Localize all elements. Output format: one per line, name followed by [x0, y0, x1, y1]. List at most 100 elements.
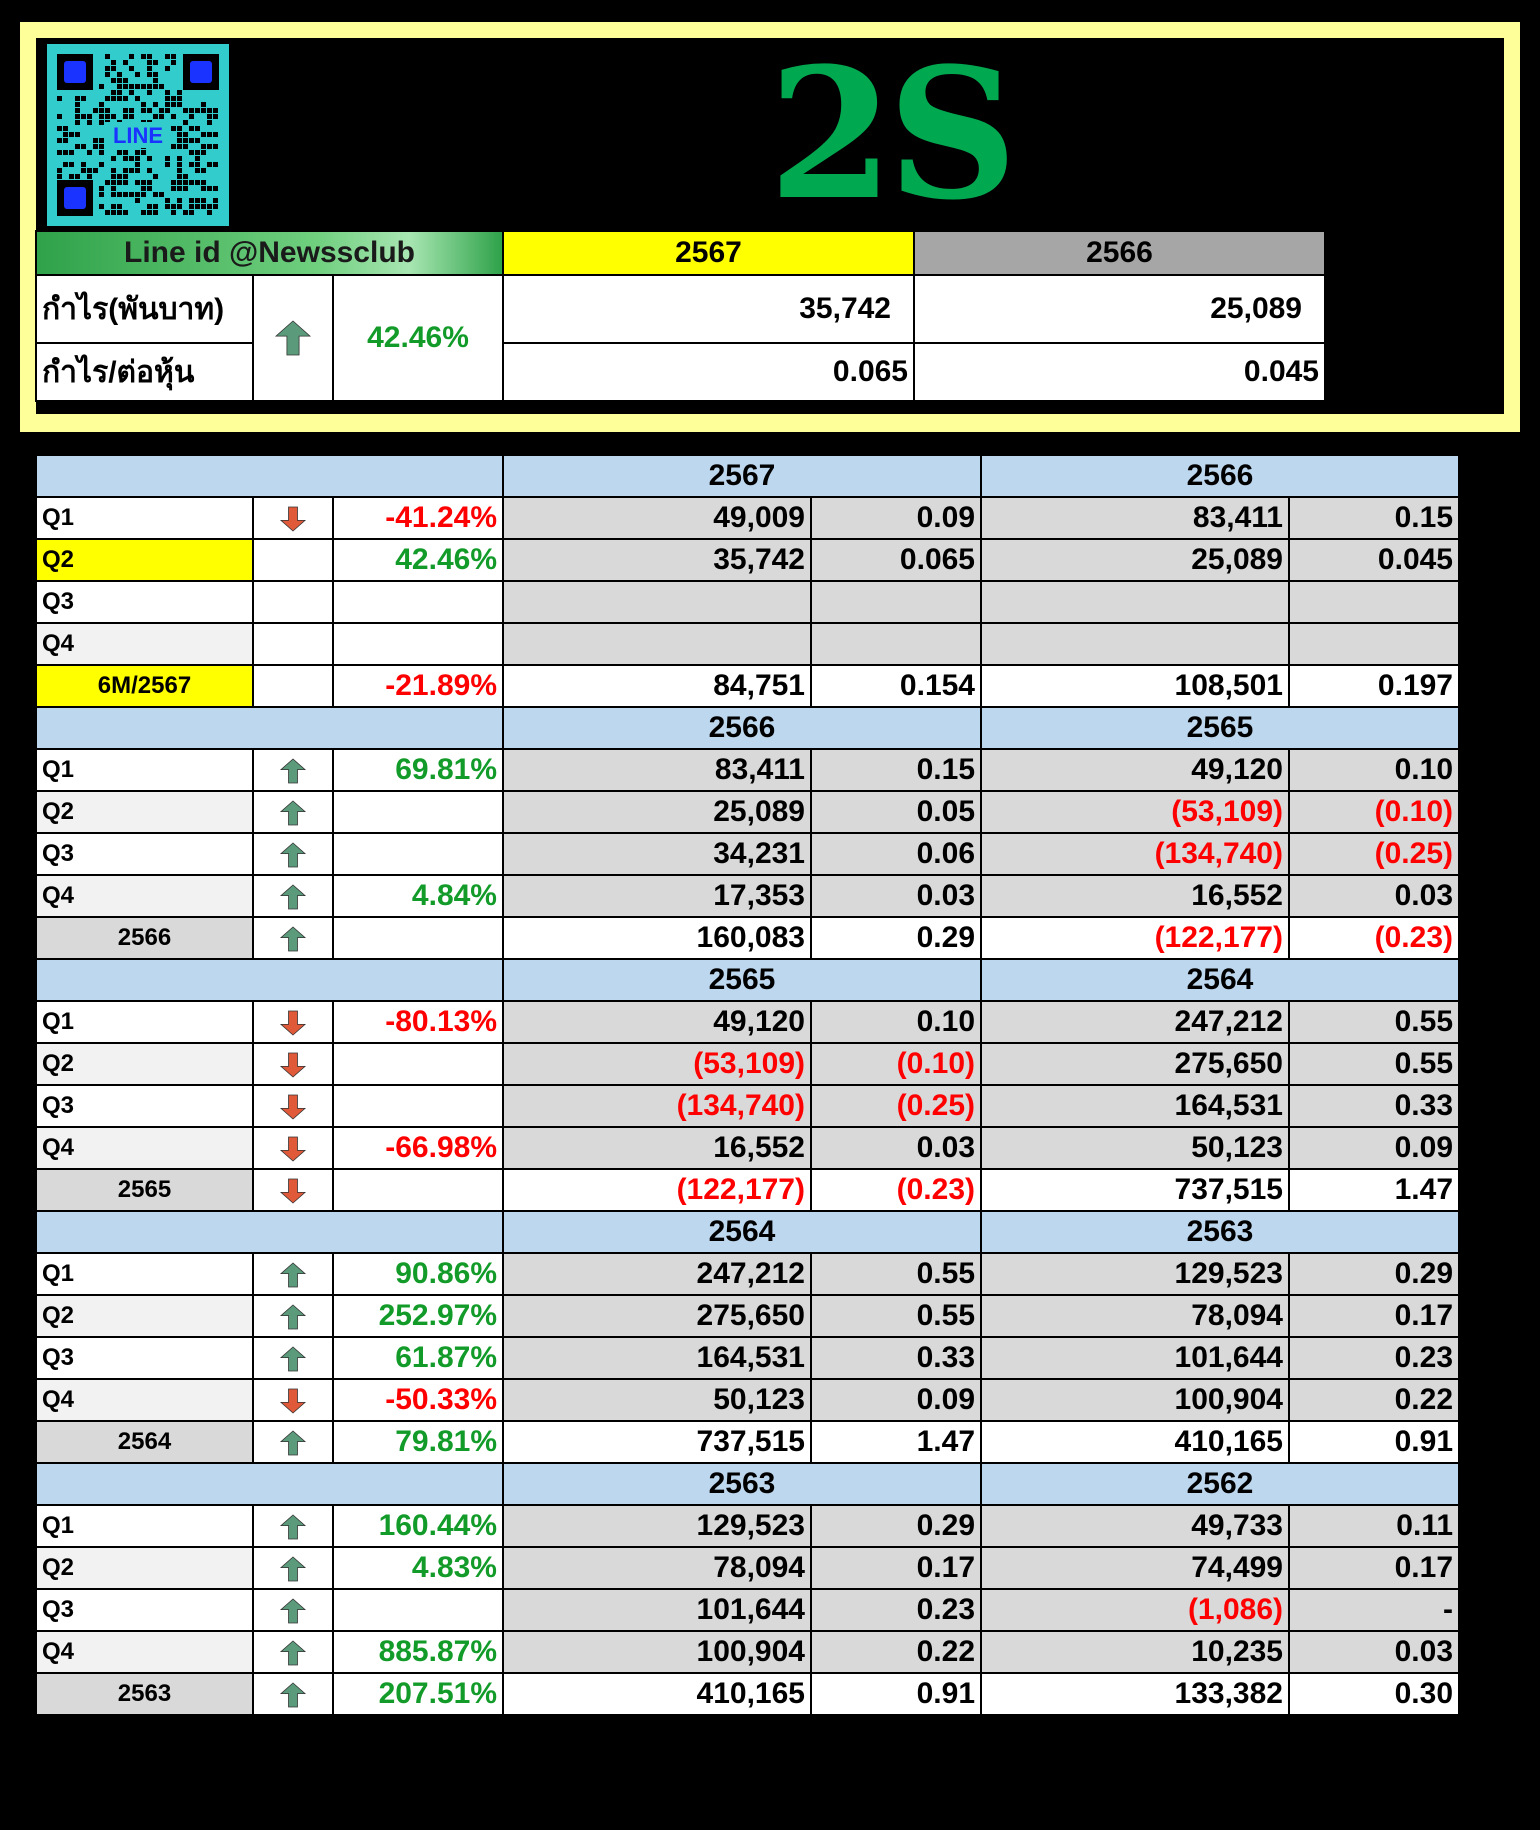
profit-a: 164,531	[502, 1336, 812, 1380]
summary-year-prev: 2566	[913, 230, 1326, 276]
period-label: Q3	[35, 1588, 254, 1632]
eps-b: (0.23)	[1288, 916, 1460, 960]
table-row: Q2 42.46% 35,742 0.065 25,089 0.045	[35, 538, 1460, 582]
change-pct: 79.81%	[332, 1420, 504, 1464]
profit-b: 10,235	[980, 1630, 1290, 1674]
period-label: Q1	[35, 496, 254, 540]
trend-cell	[252, 1252, 334, 1296]
eps-a: 0.23	[810, 1588, 982, 1632]
change-pct	[332, 1042, 504, 1086]
eps-a: 0.55	[810, 1294, 982, 1338]
trend-cell	[252, 874, 334, 918]
period-label: 2563	[35, 1672, 254, 1716]
summary-eps-prev: 0.045	[913, 342, 1326, 402]
arrow-up-icon	[279, 1425, 307, 1458]
trend-cell	[252, 1126, 334, 1170]
eps-b: 0.23	[1288, 1336, 1460, 1380]
summary-profit-prev: 25,089	[913, 274, 1326, 344]
profit-b: 49,733	[980, 1504, 1290, 1548]
change-pct: 61.87%	[332, 1336, 504, 1380]
period-label: Q3	[35, 832, 254, 876]
trend-cell	[252, 916, 334, 960]
table-row: Q3	[35, 580, 1460, 624]
eps-b: 0.10	[1288, 748, 1460, 792]
arrow-down-icon	[279, 1047, 307, 1080]
period-label: Q2	[35, 1546, 254, 1590]
section-header-blank	[35, 1210, 504, 1254]
profit-a: (134,740)	[502, 1084, 812, 1128]
change-pct: 42.46%	[332, 538, 504, 582]
section-header-row: 2564 2563	[35, 1210, 1460, 1254]
change-pct: 160.44%	[332, 1504, 504, 1548]
section-year-b: 2564	[980, 958, 1460, 1002]
profit-b: 78,094	[980, 1294, 1290, 1338]
profit-b: (53,109)	[980, 790, 1290, 834]
arrow-up-icon	[279, 1677, 307, 1710]
period-label: Q2	[35, 1294, 254, 1338]
eps-a: (0.10)	[810, 1042, 982, 1086]
arrow-up-icon	[279, 879, 307, 912]
trend-cell	[252, 1420, 334, 1464]
profit-a	[502, 622, 812, 666]
arrow-down-icon	[279, 1173, 307, 1206]
section-header-blank	[35, 958, 504, 1002]
profit-b: (1,086)	[980, 1588, 1290, 1632]
arrow-up-icon	[279, 795, 307, 828]
section-header-blank	[35, 1462, 504, 1506]
eps-label: กำไร/ต่อหุ้น	[35, 342, 254, 402]
period-label: Q1	[35, 1504, 254, 1548]
trend-cell	[252, 622, 334, 666]
table-row: Q3 101,644 0.23 (1,086) -	[35, 1588, 1460, 1632]
arrow-up-icon	[279, 1257, 307, 1290]
eps-a: 0.065	[810, 538, 982, 582]
eps-a	[810, 622, 982, 666]
change-pct: -41.24%	[332, 496, 504, 540]
period-label: Q4	[35, 874, 254, 918]
profit-b	[980, 580, 1290, 624]
profit-a: (122,177)	[502, 1168, 812, 1212]
profit-a: 35,742	[502, 538, 812, 582]
section-header-row: 2563 2562	[35, 1462, 1460, 1506]
section-year-a: 2566	[502, 706, 982, 750]
profit-a: 247,212	[502, 1252, 812, 1296]
profit-b: 133,382	[980, 1672, 1290, 1716]
change-pct: -66.98%	[332, 1126, 504, 1170]
profit-b: 410,165	[980, 1420, 1290, 1464]
eps-b: 0.33	[1288, 1084, 1460, 1128]
period-label: 6M/2567	[35, 664, 254, 708]
profit-b: 50,123	[980, 1126, 1290, 1170]
arrow-up-icon	[279, 1635, 307, 1668]
quarterly-results-table: 2567 2566 Q1 -41.24% 49,009 0.09 83,411 0…	[35, 454, 1460, 1716]
profit-a: 78,094	[502, 1546, 812, 1590]
section-header-row: 2566 2565	[35, 706, 1460, 750]
summary-trend-cell	[252, 274, 334, 402]
change-pct: -50.33%	[332, 1378, 504, 1422]
section-year-a: 2563	[502, 1462, 982, 1506]
eps-a: 0.15	[810, 748, 982, 792]
period-label: 2566	[35, 916, 254, 960]
period-label: 2565	[35, 1168, 254, 1212]
period-label: Q4	[35, 622, 254, 666]
table-row: Q4	[35, 622, 1460, 666]
section-year-a: 2565	[502, 958, 982, 1002]
table-row: Q3 (134,740) (0.25) 164,531 0.33	[35, 1084, 1460, 1128]
eps-b: 0.045	[1288, 538, 1460, 582]
profit-a: 83,411	[502, 748, 812, 792]
profit-b: 49,120	[980, 748, 1290, 792]
period-label: Q1	[35, 1000, 254, 1044]
table-row: 2566 160,083 0.29 (122,177) (0.23)	[35, 916, 1460, 960]
profit-b: 101,644	[980, 1336, 1290, 1380]
eps-a: 0.06	[810, 832, 982, 876]
trend-cell	[252, 832, 334, 876]
period-label: Q3	[35, 1084, 254, 1128]
period-label: Q4	[35, 1630, 254, 1674]
arrow-up-icon	[279, 921, 307, 954]
section-header-row: 2567 2566	[35, 454, 1460, 498]
line-qr-code-icon: LINE	[47, 44, 229, 226]
eps-b	[1288, 580, 1460, 624]
profit-a: 49,120	[502, 1000, 812, 1044]
period-label: Q3	[35, 1336, 254, 1380]
profit-a: 129,523	[502, 1504, 812, 1548]
eps-a: (0.23)	[810, 1168, 982, 1212]
period-label: Q4	[35, 1126, 254, 1170]
